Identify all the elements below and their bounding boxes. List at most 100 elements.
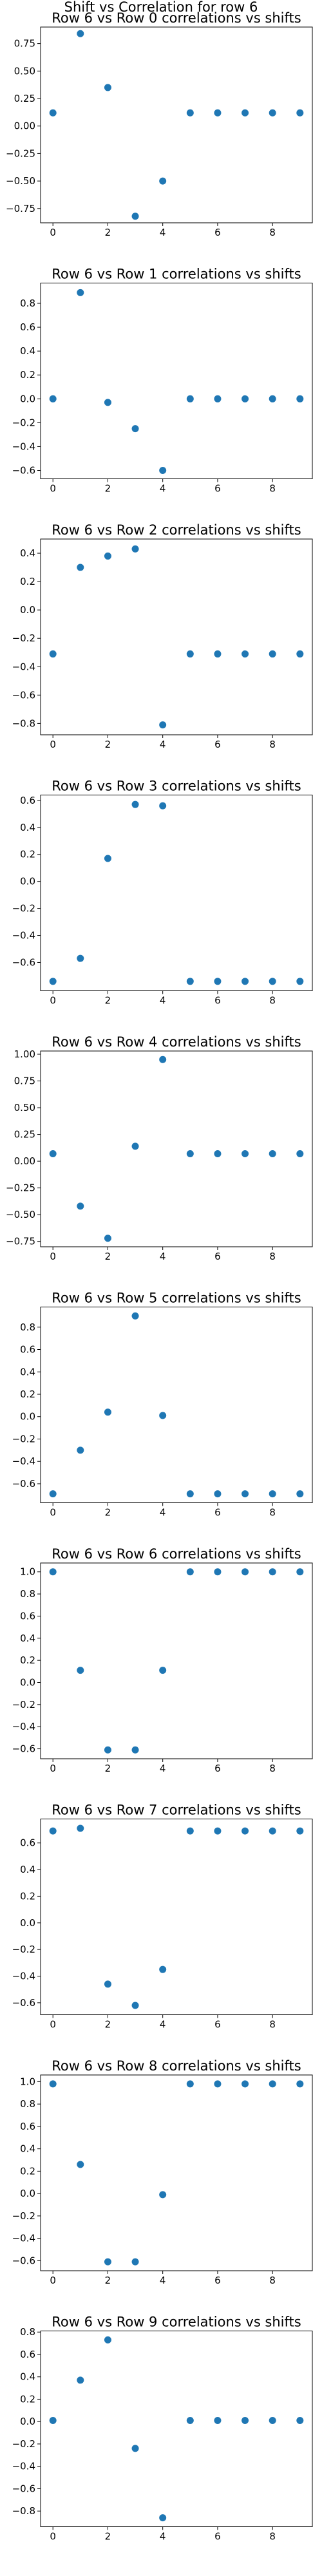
data-point — [104, 399, 111, 406]
y-tick-label: 1.0 — [20, 1566, 35, 1578]
data-point — [269, 1568, 276, 1576]
data-point — [296, 1150, 304, 1157]
y-tick-label: 0.2 — [20, 2393, 35, 2405]
y-tick-label: 0.0 — [20, 2416, 35, 2427]
data-point — [159, 467, 167, 475]
data-point — [296, 2080, 304, 2088]
plot-frame — [40, 1819, 313, 2015]
data-point — [214, 395, 222, 402]
y-tick-label: −0.4 — [12, 930, 35, 942]
x-tick-label: 0 — [50, 227, 56, 238]
data-point — [131, 800, 139, 808]
y-tick-label: 0.00 — [14, 120, 35, 132]
y-tick-label: 0.0 — [20, 876, 35, 887]
data-point — [214, 1827, 222, 1835]
y-tick-label: 0.4 — [20, 1864, 35, 1875]
y-tick-label: 0.4 — [20, 1366, 35, 1378]
y-tick-label: 0.0 — [20, 1676, 35, 1688]
x-tick-label: 2 — [105, 2019, 111, 2031]
y-tick-label: 0.25 — [14, 1129, 35, 1141]
plot-frame — [40, 283, 313, 479]
data-point — [104, 84, 111, 91]
y-tick-label: 0.6 — [20, 2121, 35, 2132]
y-tick-label: −0.6 — [12, 956, 35, 968]
subplot-title: Row 6 vs Row 4 correlations vs shifts — [52, 1034, 301, 1050]
y-tick-label: −0.2 — [12, 1944, 35, 1955]
data-point — [269, 1827, 276, 1835]
data-point — [214, 650, 222, 658]
subplot-title: Row 6 vs Row 0 correlations vs shifts — [52, 10, 301, 26]
data-point — [131, 1142, 139, 1150]
data-point — [186, 1490, 194, 1498]
subplot-7: Row 6 vs Row 7 correlations vs shifts 0 2 4… — [12, 1803, 313, 2031]
data-point — [131, 545, 139, 553]
data-point — [242, 1827, 249, 1835]
data-point — [159, 721, 167, 729]
x-tick-label: 6 — [214, 2531, 221, 2543]
data-point — [186, 1150, 194, 1157]
x-tick-label: 2 — [105, 1507, 111, 1519]
data-point — [104, 1408, 111, 1416]
x-tick-label: 8 — [269, 995, 276, 1007]
y-tick-label: 0.6 — [20, 795, 35, 806]
x-tick-label: 0 — [50, 2275, 56, 2286]
y-tick-label: 0.50 — [14, 65, 35, 77]
data-point — [214, 1568, 222, 1576]
data-point — [159, 1412, 167, 1419]
x-tick-label: 0 — [50, 1507, 56, 1519]
data-point — [296, 978, 304, 985]
data-point — [242, 1568, 249, 1576]
y-tick-label: 0.0 — [20, 393, 35, 404]
y-tick-label: 0.0 — [20, 604, 35, 616]
subplot-title: Row 6 vs Row 5 correlations vs shifts — [52, 1291, 301, 1306]
x-tick-label: 6 — [214, 483, 221, 495]
y-tick-label: −0.6 — [12, 1743, 35, 1755]
data-point — [77, 954, 84, 962]
y-tick-label: 0.75 — [14, 1075, 35, 1087]
y-tick-label: 0.50 — [14, 1102, 35, 1113]
y-tick-label: −0.25 — [6, 147, 35, 159]
x-tick-label: 2 — [105, 995, 111, 1007]
y-tick-label: −0.8 — [12, 2505, 35, 2517]
x-tick-label: 0 — [50, 1763, 56, 1774]
y-tick-label: −0.75 — [6, 203, 35, 214]
y-tick-label: 0.4 — [20, 547, 35, 559]
x-tick-label: 4 — [160, 739, 166, 750]
data-point — [269, 395, 276, 402]
data-point — [214, 109, 222, 117]
y-tick-label: 1.00 — [14, 1048, 35, 1060]
data-point — [159, 2514, 167, 2522]
data-point — [242, 395, 249, 402]
plot-frame — [40, 2331, 313, 2527]
data-point — [49, 2416, 57, 2424]
y-tick-label: 0.25 — [14, 93, 35, 104]
data-point — [131, 2258, 139, 2266]
data-point — [49, 395, 57, 402]
plot-frame — [40, 1307, 313, 1503]
plot-frame — [40, 1562, 313, 1759]
data-point — [131, 213, 139, 220]
y-tick-label: −0.2 — [12, 903, 35, 914]
subplot-0: Row 6 vs Row 0 correlations vs shifts 0 2 4… — [6, 10, 313, 238]
x-tick-label: 4 — [160, 483, 166, 495]
subplot-9: Row 6 vs Row 9 correlations vs shifts 0 2 4… — [12, 2315, 313, 2543]
data-point — [269, 1490, 276, 1498]
data-point — [77, 30, 84, 37]
y-tick-label: −0.4 — [12, 1455, 35, 1467]
data-point — [77, 1667, 84, 1674]
data-point — [104, 1980, 111, 1988]
x-tick-label: 6 — [214, 1251, 221, 1262]
x-tick-label: 2 — [105, 1763, 111, 1774]
y-tick-label: 0.6 — [20, 1610, 35, 1622]
data-point — [159, 177, 167, 185]
data-point — [77, 1824, 84, 1832]
x-tick-label: 6 — [214, 227, 221, 238]
data-point — [104, 2336, 111, 2344]
y-tick-label: −0.50 — [6, 175, 35, 187]
data-point — [49, 978, 57, 985]
subplots: Row 6 vs Row 0 correlations vs shifts 0 2 4… — [6, 10, 313, 2543]
y-tick-label: 0.6 — [20, 1837, 35, 1849]
y-tick-label: 0.0 — [20, 1411, 35, 1423]
x-tick-label: 4 — [160, 995, 166, 1007]
